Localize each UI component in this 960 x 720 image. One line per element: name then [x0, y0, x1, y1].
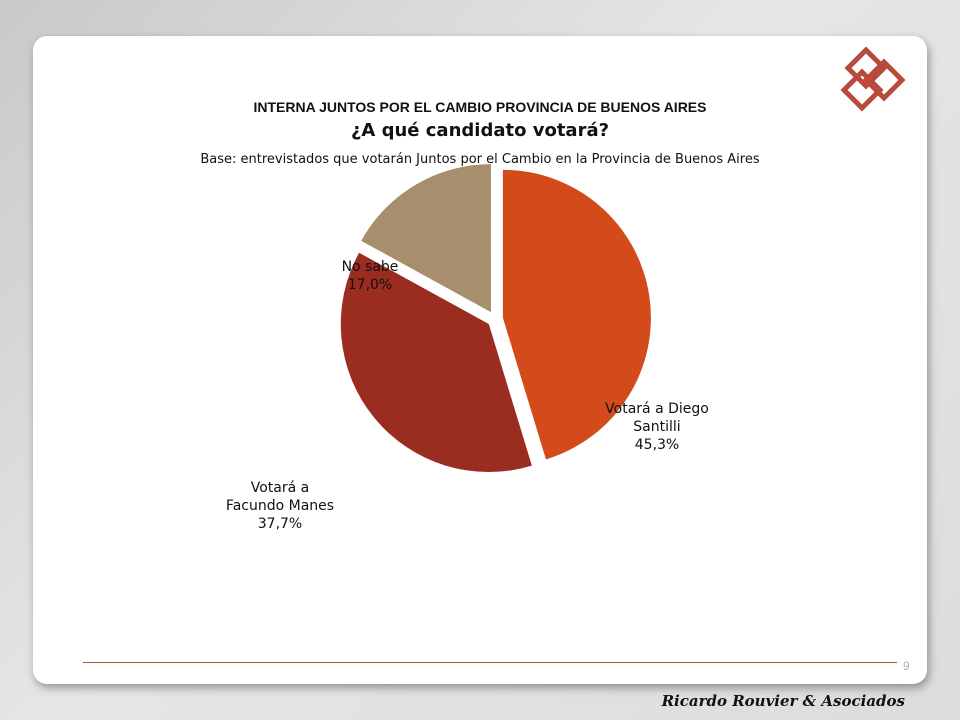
footer-divider	[83, 662, 897, 663]
chart-base: Base: entrevistados que votarán Juntos p…	[200, 152, 760, 167]
pie-slice-santilli	[502, 169, 651, 460]
pie-slice-no-sabe	[361, 164, 491, 313]
slice-label-line: Votará a	[250, 480, 310, 496]
slice-label-line: Santilli	[633, 419, 681, 435]
slice-label-manes: Votará a Facundo Manes 37,7%	[226, 479, 334, 533]
slice-label-line: No sabe	[341, 259, 399, 275]
slice-value-label: 17,0%	[347, 277, 393, 293]
slice-label-line: Facundo Manes	[225, 498, 335, 514]
slice-label-no-sabe: No sabe 17,0%	[342, 258, 399, 294]
slice-value-label: 37,7%	[257, 516, 303, 532]
slice-label-santilli: Votará a Diego Santilli 45,3%	[605, 400, 709, 454]
page-number: 9	[903, 659, 910, 673]
pie-chart	[340, 164, 651, 473]
chart-title: INTERNA JUNTOS POR EL CAMBIO PROVINCIA D…	[253, 99, 707, 115]
chart-question: ¿A qué candidato votará?	[350, 120, 610, 141]
slice-label-line: Votará a Diego	[605, 401, 709, 417]
brand-name: Ricardo Rouvier & Asociados	[661, 692, 905, 710]
slice-value-label: 45,3%	[634, 437, 680, 453]
company-logo	[840, 46, 906, 112]
pie-slice-manes	[340, 252, 532, 473]
slide: INTERNA JUNTOS POR EL CAMBIO PROVINCIA D…	[33, 36, 927, 684]
